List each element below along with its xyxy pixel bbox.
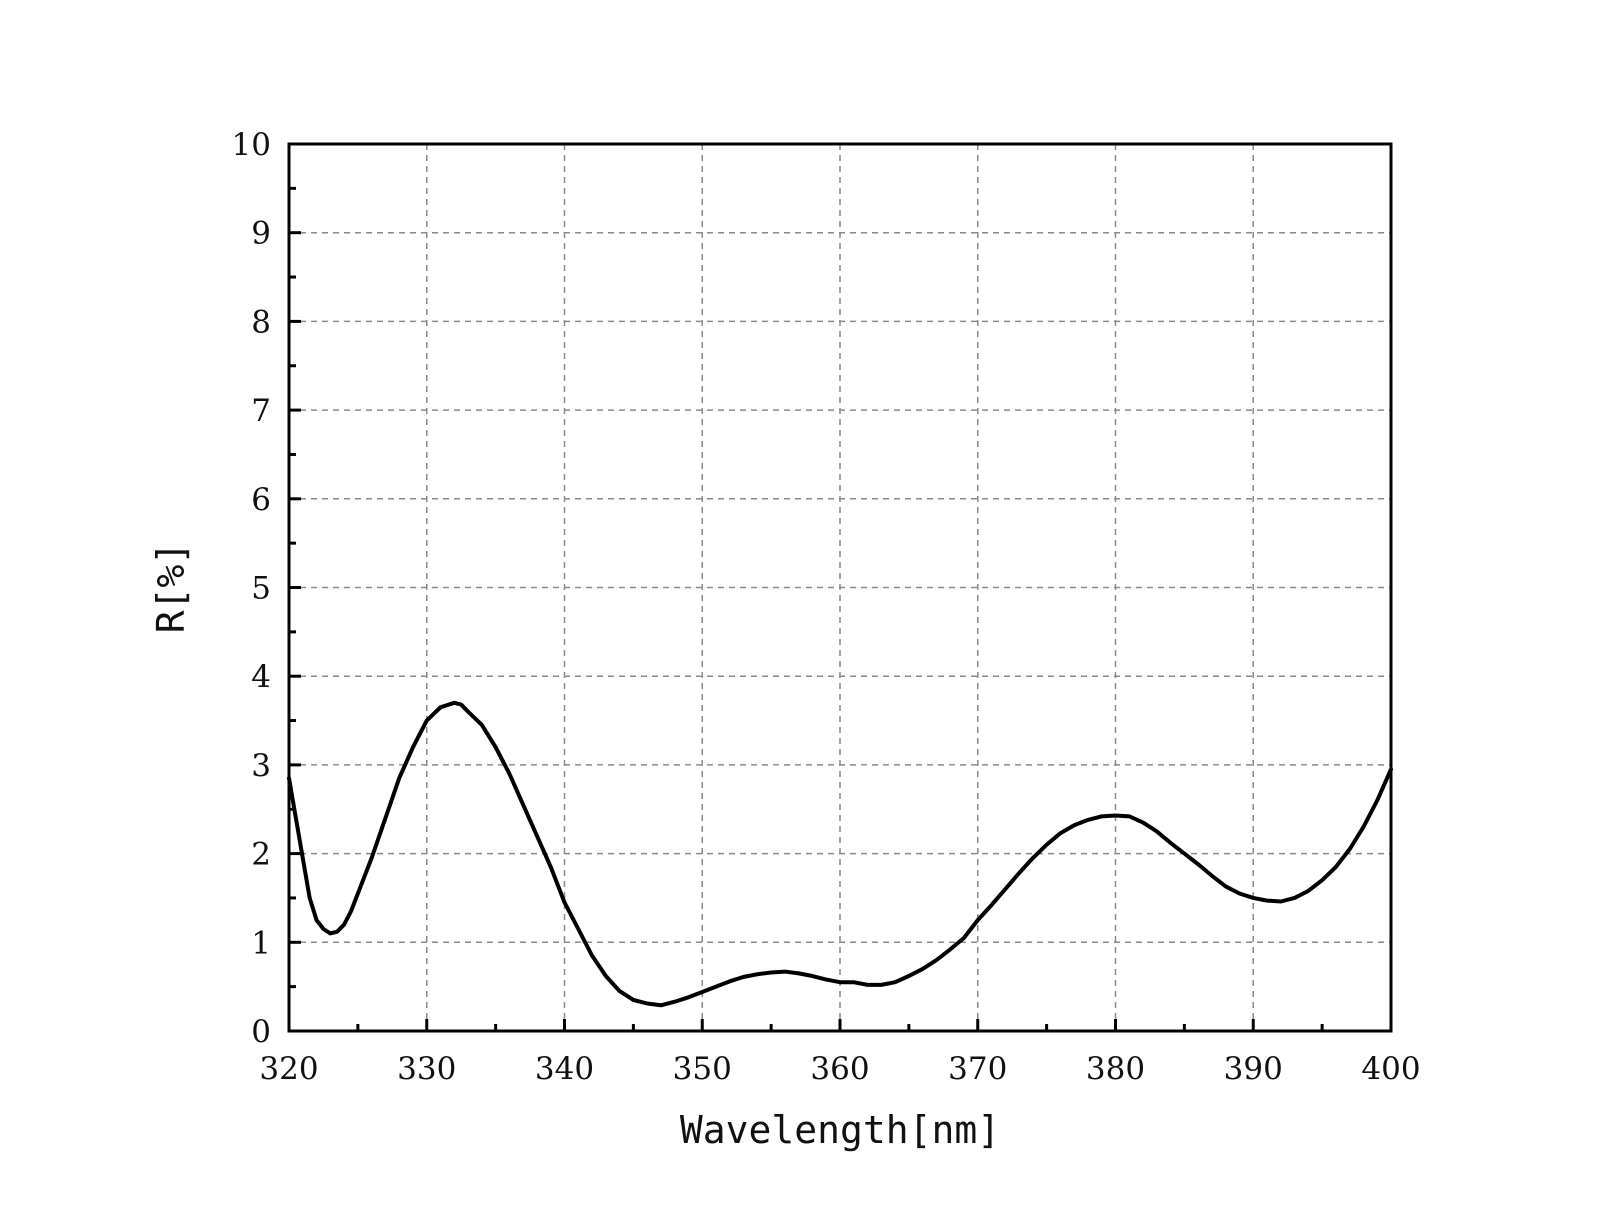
plot-frame xyxy=(287,142,1393,1033)
grid-layer xyxy=(289,144,1391,1031)
x-tick-labels: 320 330 340 350 360 370 380 390 400 xyxy=(259,1051,1420,1087)
x-tick-label: 380 xyxy=(1086,1051,1145,1087)
y-tick-label: 8 xyxy=(251,304,271,340)
y-tick-label: 6 xyxy=(251,482,271,518)
y-tick-label: 2 xyxy=(251,837,271,873)
x-tick-label: 400 xyxy=(1361,1051,1420,1087)
series-layer xyxy=(287,700,1393,1008)
y-axis-title: R[%] xyxy=(149,542,193,634)
x-tick-label: 360 xyxy=(810,1051,869,1087)
x-tick-label: 350 xyxy=(673,1051,732,1087)
reflectance-curve xyxy=(287,700,1393,1008)
y-tick-labels: 0 1 2 3 4 5 6 7 8 9 10 xyxy=(232,127,271,1050)
y-tick-label: 4 xyxy=(251,659,271,695)
x-tick-label: 370 xyxy=(948,1051,1007,1087)
x-tick-label: 340 xyxy=(535,1051,594,1087)
y-tick-label: 3 xyxy=(251,748,271,784)
y-tick-label: 10 xyxy=(232,127,271,163)
x-axis-title: Wavelength[nm] xyxy=(680,1108,1000,1152)
y-tick-label: 5 xyxy=(251,571,271,607)
x-tick-label: 390 xyxy=(1224,1051,1283,1087)
y-tick-label: 1 xyxy=(251,925,271,961)
y-tick-label: 7 xyxy=(251,393,271,429)
x-tick-label: 320 xyxy=(259,1051,318,1087)
x-tick-label: 330 xyxy=(397,1051,456,1087)
y-tick-label: 9 xyxy=(251,216,271,252)
y-tick-label: 0 xyxy=(251,1014,271,1050)
